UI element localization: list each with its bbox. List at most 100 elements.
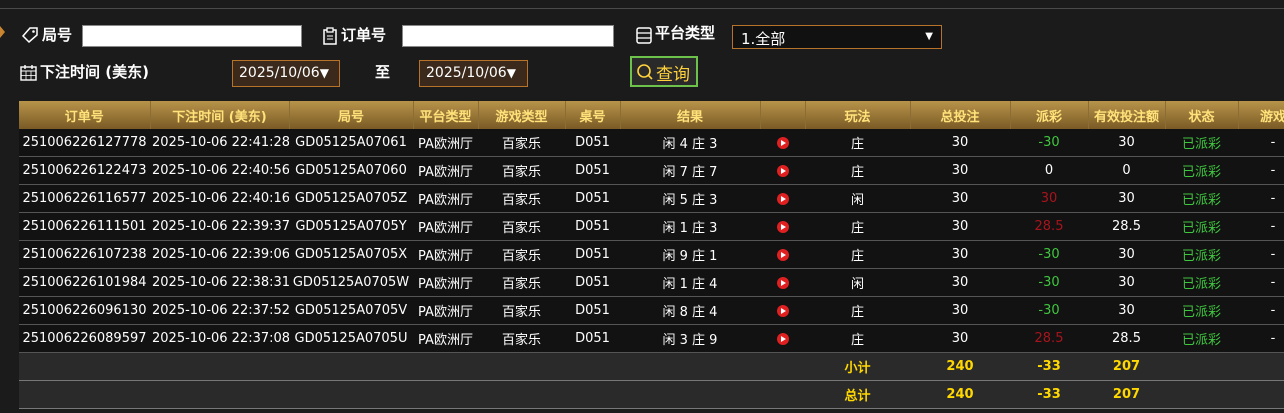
table-wrap: 订单号 下注时间 (美东) 局号 平台类型 游戏类型 桌号 结果 玩法 总投注 派彩 有效投注额 状态…: [19, 101, 1284, 413]
header-cell: 总投注: [910, 101, 1011, 129]
cell: 251006226122473: [19, 156, 150, 185]
order-input[interactable]: [402, 25, 614, 47]
cell: 251006226116577: [19, 184, 150, 213]
subtotal-payout: -33: [1010, 352, 1088, 381]
cell: GD05125A0705U: [289, 324, 413, 353]
video-icon[interactable]: [776, 276, 789, 289]
cell: 2025-10-06 22:37:52: [150, 296, 289, 325]
cell: 闲 4 庄 3: [620, 129, 760, 157]
empty-cell: [289, 380, 413, 409]
cell: 28.5: [1088, 212, 1165, 241]
cell: 闲 3 庄 9: [620, 324, 760, 353]
empty-cell: [620, 380, 760, 409]
platform-select[interactable]: 1.全部: [732, 25, 942, 49]
cell: 已派彩: [1165, 240, 1238, 269]
cell: 0: [1088, 156, 1165, 185]
record-row: 251006226089597 2025-10-06 22:37:08 GD0512…: [19, 324, 1284, 353]
record-row: 251006226127778 2025-10-06 22:41:28 GD0512…: [19, 129, 1284, 157]
cell: -: [1238, 184, 1284, 213]
video-icon[interactable]: [776, 192, 789, 205]
empty-cell: [19, 380, 150, 409]
cell: 庄: [805, 324, 910, 353]
round-input[interactable]: [82, 25, 302, 47]
record-row: 251006226101984 2025-10-06 22:38:31 GD0512…: [19, 268, 1284, 297]
cell: -30: [1010, 268, 1088, 297]
calendar-icon: [20, 65, 37, 81]
cell: D051: [565, 156, 620, 185]
round-label: 局号: [42, 26, 73, 44]
cell: 庄: [805, 156, 910, 185]
cell: -30: [1010, 296, 1088, 325]
cell: 30: [910, 129, 1010, 157]
cell: 2025-10-06 22:38:31: [150, 268, 289, 297]
cell: 闲 1 庄 4: [620, 268, 760, 297]
cell: D051: [565, 296, 620, 325]
empty-cell: [413, 352, 478, 381]
header-cell: 订单号: [19, 101, 151, 129]
query-button[interactable]: 查询: [630, 56, 698, 87]
platform-label: 平台类型: [655, 24, 716, 42]
cell: 2025-10-06 22:41:28: [150, 129, 289, 157]
cell: 闲 5 庄 3: [620, 184, 760, 213]
header-cell: [760, 101, 806, 129]
video-icon[interactable]: [776, 304, 789, 317]
cell: 闲: [805, 268, 910, 297]
cell: -: [1238, 129, 1284, 157]
video-icon[interactable]: [776, 136, 789, 149]
video-icon[interactable]: [776, 220, 789, 233]
header-cell: 游戏类型: [478, 101, 566, 129]
cell: GD05125A0705Z: [289, 184, 413, 213]
record-row: 251006226096130 2025-10-06 22:37:52 GD0512…: [19, 296, 1284, 325]
empty-cell: [565, 380, 620, 409]
cell: 闲 8 庄 4: [620, 296, 760, 325]
cell: 百家乐: [478, 296, 565, 325]
video-icon[interactable]: [776, 248, 789, 261]
header-cell: 桌号: [565, 101, 621, 129]
empty-cell: [1165, 380, 1238, 409]
cell: 庄: [805, 296, 910, 325]
cell: 251006226111501: [19, 212, 150, 241]
cell: GD05125A0705X: [289, 240, 413, 269]
cell: PA欧洲厅: [413, 324, 478, 353]
cell: 251006226107238: [19, 240, 150, 269]
cell: 百家乐: [478, 184, 565, 213]
cell: 28.5: [1088, 324, 1165, 353]
record-row: 251006226116577 2025-10-06 22:40:16 GD0512…: [19, 184, 1284, 213]
cell: D051: [565, 240, 620, 269]
record-row: 251006226122473 2025-10-06 22:40:56 GD0512…: [19, 156, 1284, 185]
cell: 30: [1088, 296, 1165, 325]
date-from[interactable]: 2025/10/06: [232, 60, 340, 87]
total-row: 总计 240 -33 207: [19, 380, 1284, 409]
video-icon[interactable]: [776, 332, 789, 345]
cell: 30: [910, 240, 1010, 269]
cell: 百家乐: [478, 324, 565, 353]
empty-cell: [150, 352, 289, 381]
to-label: 至: [375, 63, 391, 81]
empty-cell: [620, 352, 760, 381]
cell: 百家乐: [478, 240, 565, 269]
result-icon-cell: [760, 212, 805, 241]
header-cell: 有效投注额: [1088, 101, 1166, 129]
cell: -: [1238, 296, 1284, 325]
header-cell: 局号: [289, 101, 414, 129]
cell: 已派彩: [1165, 212, 1238, 241]
query-text[interactable]: 查询: [656, 65, 690, 85]
cell: 2025-10-06 22:40:56: [150, 156, 289, 185]
date-to[interactable]: 2025/10/06: [419, 60, 528, 87]
header-cell: 状态: [1165, 101, 1239, 129]
cell: 2025-10-06 22:37:08: [150, 324, 289, 353]
cell: D051: [565, 324, 620, 353]
cell: GD05125A0705W: [289, 268, 413, 297]
empty-cell: [565, 352, 620, 381]
header-cell: 玩法: [805, 101, 911, 129]
cell: PA欧洲厅: [413, 268, 478, 297]
empty-cell: [289, 352, 413, 381]
cell: 已派彩: [1165, 268, 1238, 297]
empty-cell: [1238, 380, 1284, 409]
cell: PA欧洲厅: [413, 184, 478, 213]
cell: PA欧洲厅: [413, 296, 478, 325]
result-icon-cell: [760, 268, 805, 297]
record-row: 251006226107238 2025-10-06 22:39:06 GD0512…: [19, 240, 1284, 269]
cell: 30: [1088, 268, 1165, 297]
video-icon[interactable]: [776, 164, 789, 177]
